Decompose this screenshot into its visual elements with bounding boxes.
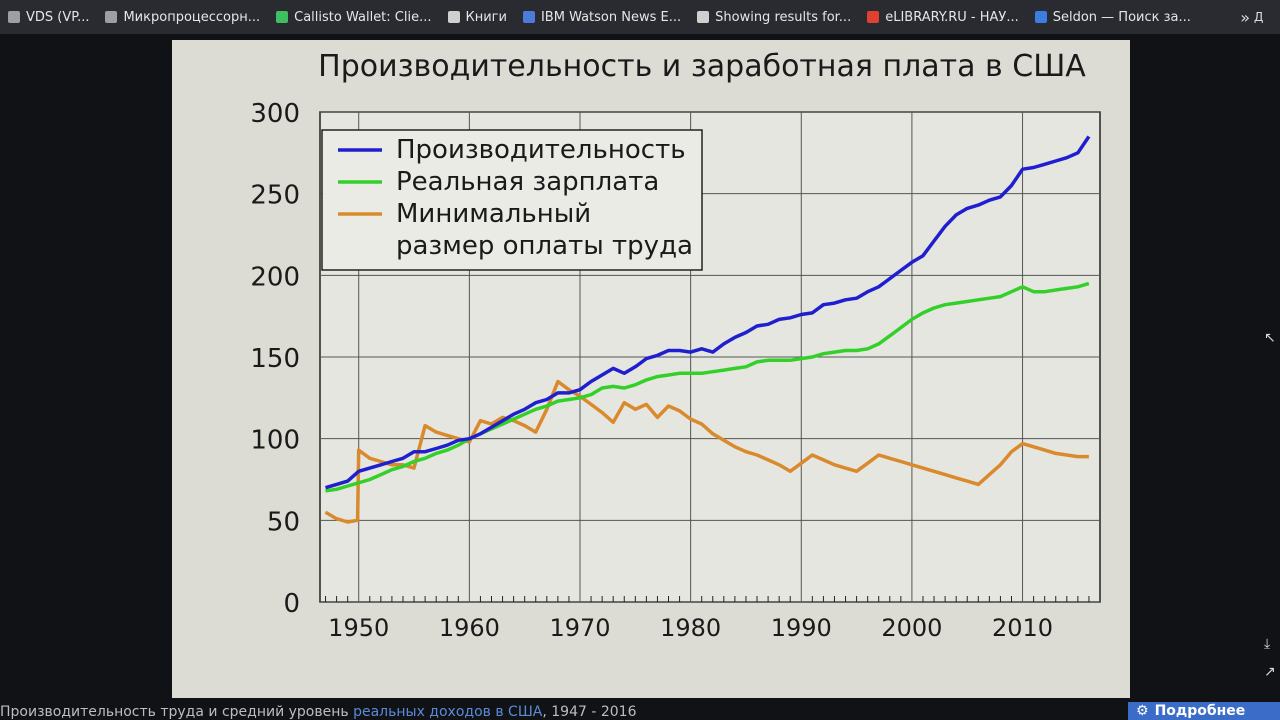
y-tick-label: 250: [250, 181, 300, 211]
bookmark-item[interactable]: eLIBRARY.RU - НАУ...: [859, 10, 1027, 25]
y-tick-label: 100: [250, 426, 300, 456]
mouse-cursor-icon: ↖: [1264, 330, 1276, 346]
page-icon: [105, 11, 118, 23]
x-tick-label: 1970: [549, 614, 610, 642]
bookmark-label: Книги: [465, 9, 507, 25]
details-icon: ⚙: [1136, 703, 1149, 719]
bookmark-label: Seldon — Поиск за...: [1052, 9, 1191, 25]
series-line: [324, 379, 1089, 524]
bookmark-label: VDS (VP...: [26, 9, 90, 25]
globe-icon: [447, 11, 460, 23]
bookmarks-overflow-chevron-icon[interactable]: »: [1240, 7, 1250, 27]
y-tick-label: 50: [267, 507, 300, 537]
bookmark-item[interactable]: Seldon — Поиск за...: [1027, 10, 1199, 25]
bookmark-label: Callisto Wallet: Clie...: [294, 9, 432, 25]
seldon-icon: [1034, 11, 1047, 23]
image-caption: Производительность труда и средний урове…: [0, 704, 1100, 720]
chart-image[interactable]: Производительность и заработная плата в …: [172, 40, 1130, 698]
bookmark-label: Микропроцессорн...: [123, 9, 261, 25]
x-tick-label: 1950: [328, 614, 389, 642]
legend-label: Реальная зарплата: [396, 167, 659, 197]
x-tick-label: 1960: [439, 614, 500, 642]
chart-title: Производительность и заработная плата в …: [318, 49, 1086, 84]
legend-label-line: размер оплаты труда: [396, 231, 693, 261]
ibm-icon: [522, 11, 535, 23]
plot-area: 0 50 100 150 200 250 300 1950 1960 1970 1980 1990 20…: [250, 99, 1101, 642]
share-icon[interactable]: ↗: [1264, 664, 1276, 680]
bookmark-label: eLIBRARY.RU - НАУ...: [885, 9, 1019, 25]
bookmark-item[interactable]: Callisto Wallet: Clie...: [268, 10, 439, 25]
series-line: [325, 135, 1091, 490]
bookmark-item[interactable]: VDS (VP...: [0, 10, 97, 25]
bookmark-label: Showing results for...: [715, 9, 852, 25]
x-tick-label: 1990: [771, 614, 832, 642]
more-details-button[interactable]: ⚙ Подробнее: [1128, 702, 1280, 720]
bookmark-item[interactable]: Showing results for...: [689, 10, 859, 25]
bookmark-item[interactable]: Микропроцессорн...: [97, 10, 268, 25]
y-tick-label: 200: [250, 262, 300, 292]
caption-link[interactable]: реальных доходов в США: [353, 704, 543, 720]
bookmark-label: IBM Watson News E...: [540, 9, 682, 25]
more-details-label: Подробнее: [1154, 703, 1246, 719]
series-line: [325, 281, 1090, 493]
bookmarks-bar: VDS (VP... Микропроцессорн... Callisto Wal…: [0, 0, 1280, 34]
legend-label-line: Минимальный: [396, 199, 591, 229]
legend-label: Производительность: [396, 135, 686, 165]
productivity-wage-chart: Производительность и заработная плата в …: [172, 40, 1130, 698]
download-icon[interactable]: ⤓: [1264, 636, 1271, 652]
caption-years: , 1947 - 2016: [542, 704, 637, 720]
bookmark-item[interactable]: Книги: [440, 10, 515, 25]
y-tick-label: 300: [250, 99, 300, 129]
legend-box: [321, 129, 703, 271]
legend-label: Минимальный размер оплаты труда: [396, 199, 693, 261]
x-tick-label: 1980: [660, 614, 721, 642]
y-tick-label: 0: [283, 589, 300, 619]
x-tick-label: 2010: [992, 614, 1053, 642]
elibrary-icon: [867, 11, 880, 23]
nu-icon: [697, 11, 710, 23]
page-icon: [8, 11, 20, 23]
caption-text: Производительность труда и средний урове…: [0, 704, 354, 720]
callisto-icon: [276, 11, 289, 23]
bookmark-item[interactable]: IBM Watson News E...: [515, 10, 689, 25]
y-tick-label: 150: [250, 344, 300, 374]
other-bookmarks-folder[interactable]: Д: [1254, 10, 1264, 24]
x-tick-label: 2000: [881, 614, 942, 642]
